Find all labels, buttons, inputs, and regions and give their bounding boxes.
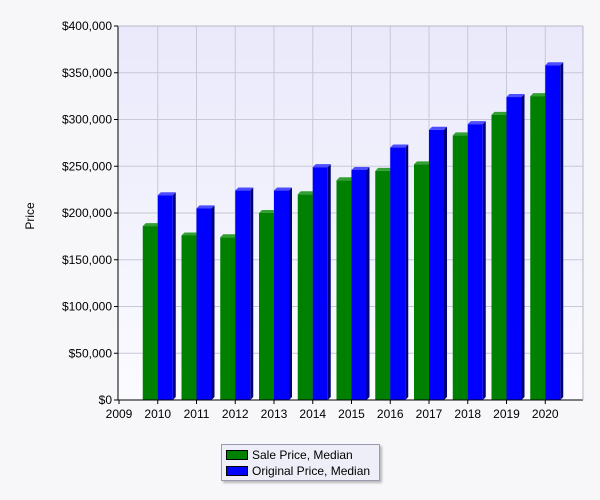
x-tick-labels: 2009 2010 2011 2012 2013 2014 2015 2016 2017 2018… [106, 407, 559, 421]
x-tick-label: 2018 [454, 407, 481, 421]
x-tick-label: 2019 [493, 407, 520, 421]
legend-swatch-original-price [226, 466, 248, 476]
y-tick-label: $250,000 [62, 159, 112, 173]
bar-top [375, 167, 394, 171]
x-tick-label: 2013 [261, 407, 288, 421]
bar-original-price-2013 [274, 190, 289, 400]
bar-side [211, 205, 215, 400]
bar-original-price-2020 [545, 65, 561, 401]
x-tick-label: 2014 [299, 407, 326, 421]
bar-original-price-2017 [429, 129, 444, 400]
bar-original-price-2019 [506, 97, 522, 400]
bar-top [351, 166, 370, 170]
y-tick-label: $50,000 [69, 346, 113, 360]
bar-original-price-2015 [351, 169, 367, 400]
bar-side [366, 166, 370, 400]
bar-top [196, 205, 215, 209]
bar-side [560, 62, 564, 401]
x-tick-label: 2015 [338, 407, 365, 421]
bar-top [530, 93, 549, 97]
x-tick-label: 2009 [106, 407, 133, 421]
axes [114, 25, 584, 404]
y-tick-label: $150,000 [62, 253, 112, 267]
x-tick-label: 2020 [532, 407, 559, 421]
bar-top [220, 234, 239, 238]
x-tick-label: 2011 [184, 407, 210, 421]
bar-top [506, 94, 525, 98]
bar-top [259, 210, 277, 213]
y-axis-label: Price [23, 202, 37, 230]
bar-sale-price-2019 [491, 114, 507, 400]
bars [142, 62, 564, 401]
bar-top [390, 144, 409, 148]
bar-sale-price-2012 [220, 237, 236, 400]
bar-top [336, 177, 355, 181]
bar-side [521, 94, 525, 400]
bar-original-price-2014 [312, 167, 328, 400]
legend-item-sale-price: Sale Price, Median [226, 447, 375, 463]
bar-sale-price-2013 [259, 213, 274, 400]
y-tick-label: $350,000 [62, 66, 112, 80]
bar-top [429, 126, 447, 130]
bar-side [172, 192, 176, 400]
y-tick-label: $100,000 [62, 300, 112, 314]
y-tick-label: $0 [99, 393, 113, 407]
y-tick-label: $300,000 [62, 113, 112, 127]
bar-sale-price-2015 [336, 180, 352, 400]
x-tick-label: 2016 [377, 407, 404, 421]
y-tick-labels: $0 $50,000 $100,000 $150,000 $200,000 $250,00… [62, 19, 112, 407]
bar-top [467, 121, 486, 125]
legend-label-sale-price: Sale Price, Median [252, 448, 353, 462]
bar-side [327, 164, 331, 400]
bar-top [452, 132, 471, 136]
bar-top [274, 187, 292, 191]
bar-original-price-2010 [157, 195, 173, 400]
legend-swatch-sale-price [226, 450, 248, 460]
y-tick-label: $400,000 [62, 19, 112, 33]
bar-sale-price-2014 [297, 194, 313, 400]
bar-sale-price-2020 [530, 96, 546, 400]
bar-top [181, 232, 200, 236]
bar-side [289, 187, 292, 400]
bar-side [444, 126, 447, 400]
bar-side [482, 121, 486, 401]
bar-side [405, 144, 409, 400]
legend: Sale Price, Median Original Price, Media… [221, 444, 380, 481]
bar-top [312, 164, 331, 168]
bar-top [297, 191, 316, 195]
bar-original-price-2011 [196, 208, 212, 400]
y-tick-label: $200,000 [62, 206, 112, 220]
bar-top [142, 223, 161, 227]
x-tick-label: 2012 [222, 407, 249, 421]
bar-sale-price-2011 [181, 235, 197, 400]
bar-top [545, 62, 564, 66]
bar-top [414, 161, 432, 165]
bar-original-price-2018 [467, 124, 483, 401]
legend-item-original-price: Original Price, Median [226, 463, 375, 479]
bar-original-price-2012 [235, 190, 251, 400]
bar-original-price-2016 [390, 147, 406, 400]
bar-side [250, 187, 254, 400]
bar-sale-price-2017 [414, 164, 429, 400]
bar-sale-price-2018 [452, 135, 468, 400]
x-tick-label: 2010 [144, 407, 171, 421]
x-tick-label: 2017 [416, 407, 443, 421]
legend-label-original-price: Original Price, Median [252, 464, 371, 478]
bar-sale-price-2010 [142, 226, 158, 400]
bar-top [491, 111, 510, 115]
bar-top [157, 192, 176, 196]
bar-sale-price-2016 [375, 170, 391, 400]
bar-top [235, 187, 254, 191]
